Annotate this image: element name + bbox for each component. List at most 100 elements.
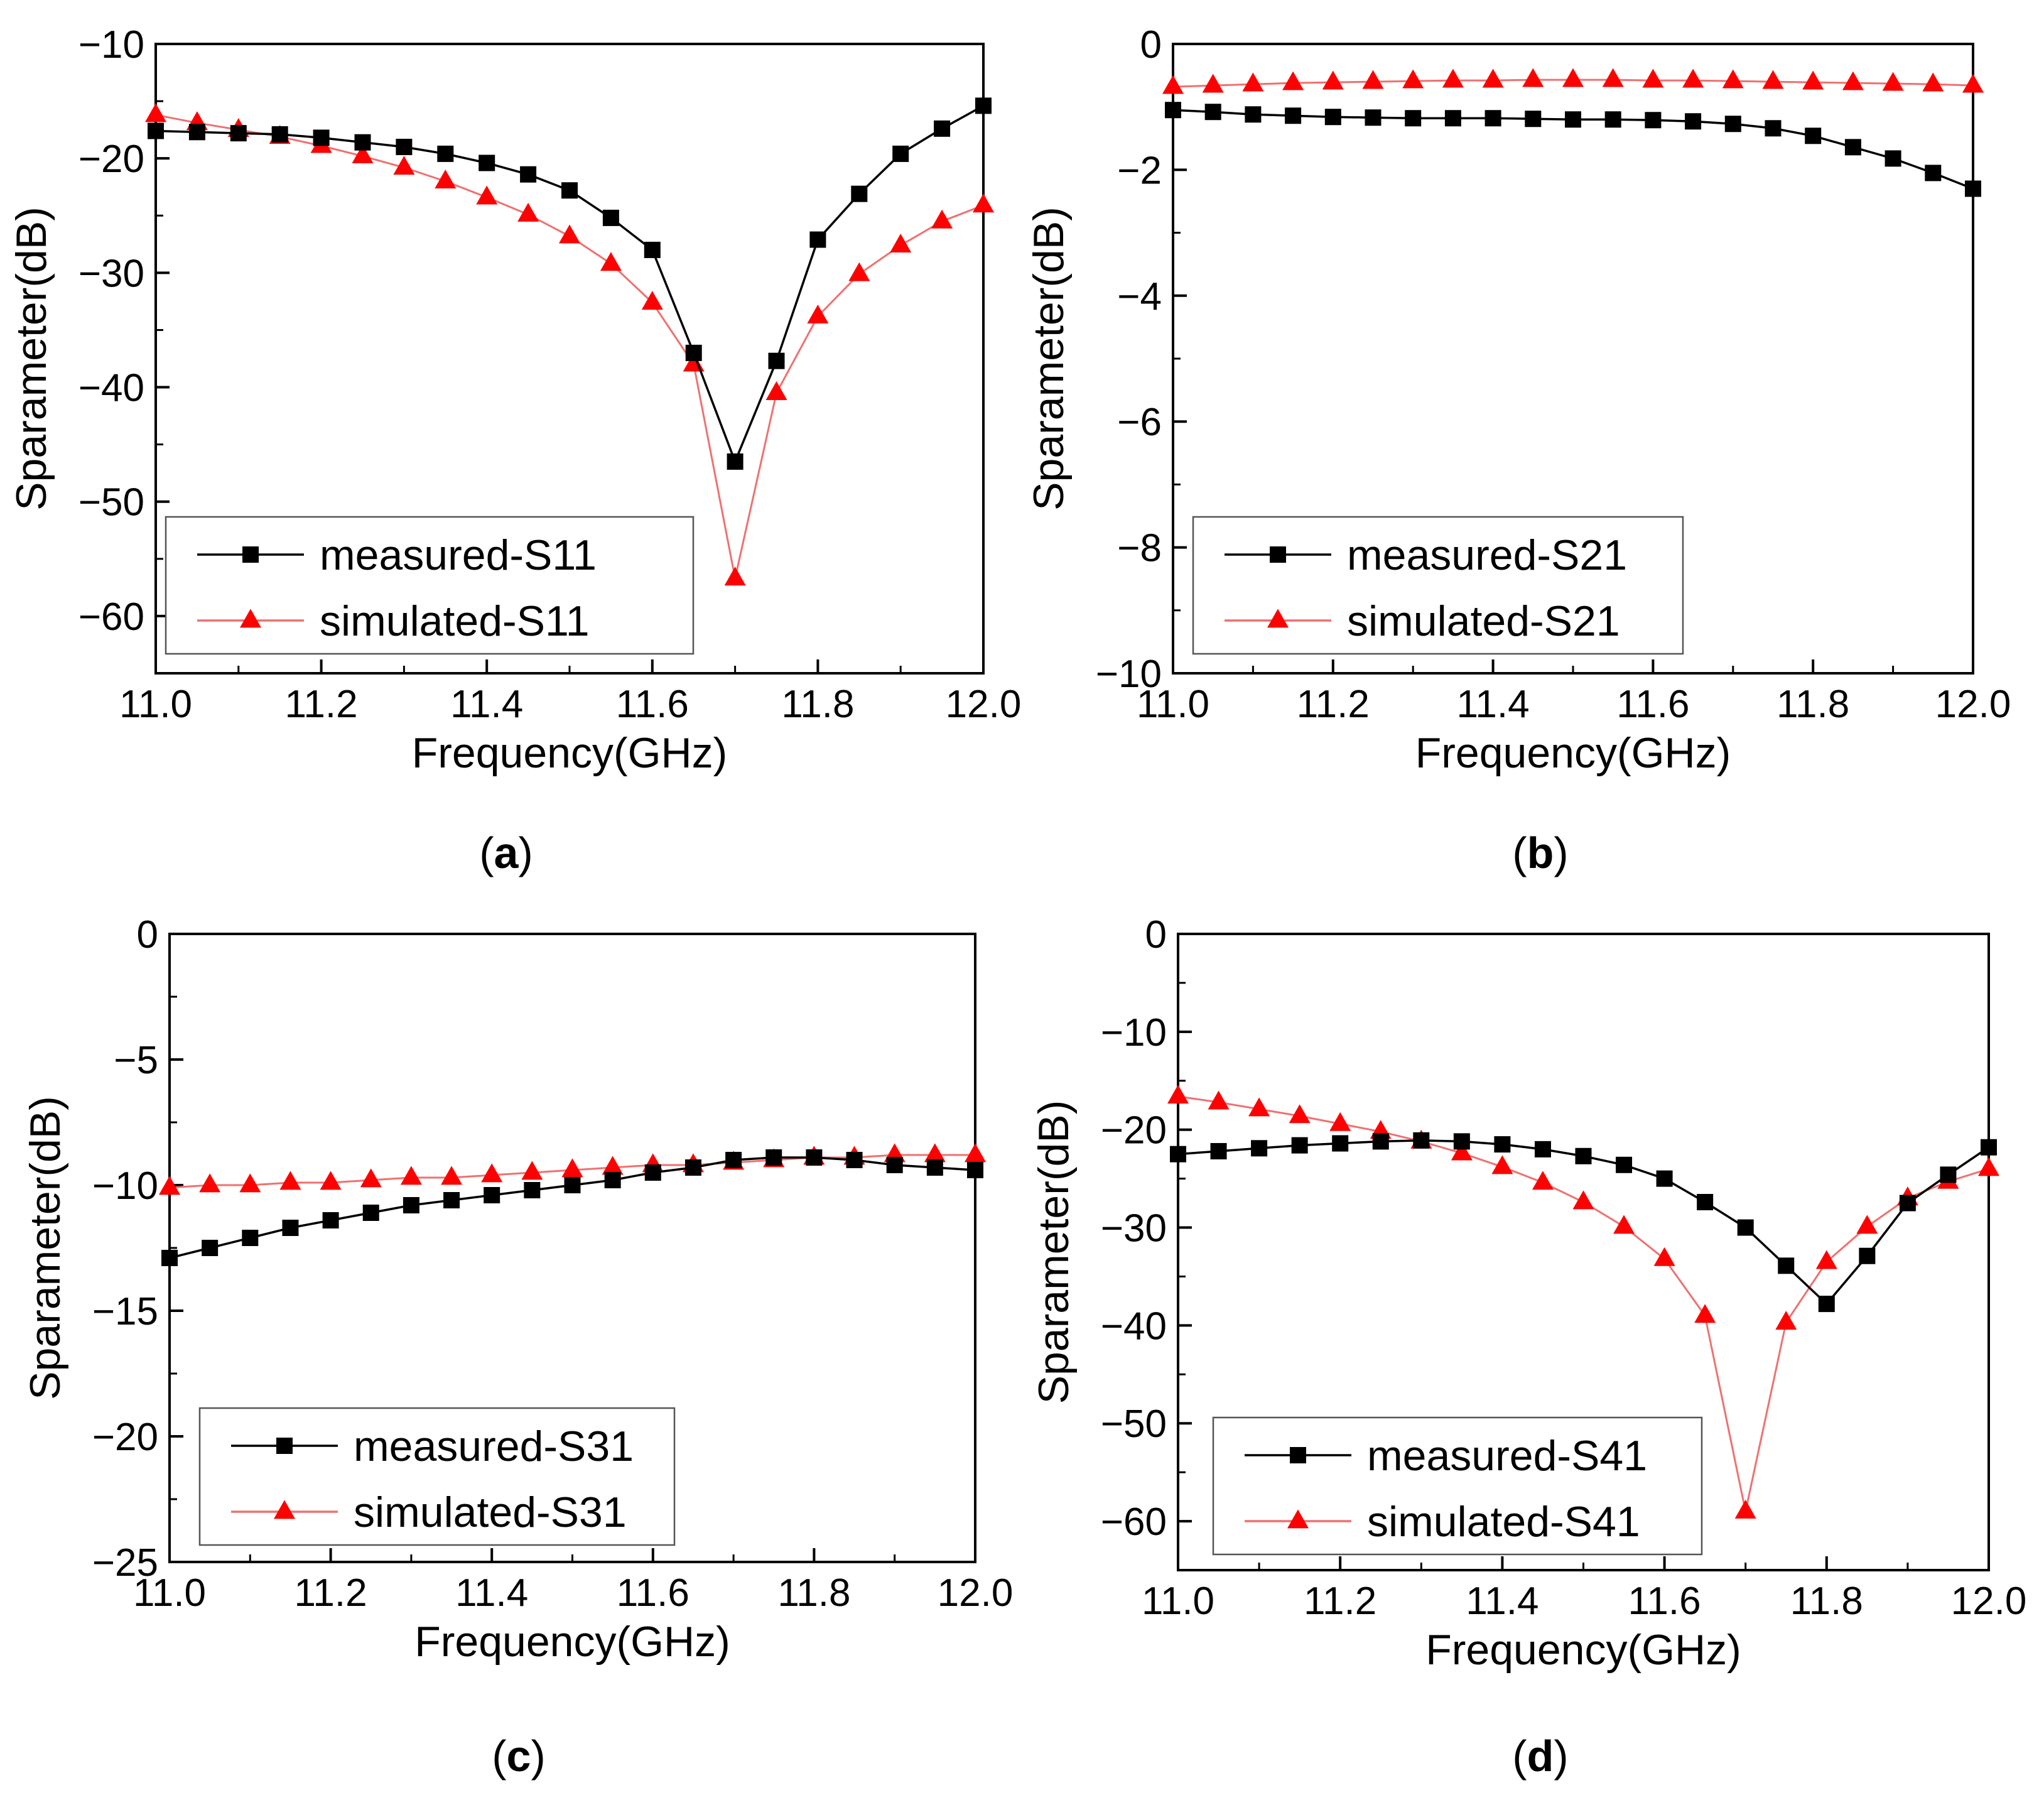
- data-point: [934, 120, 951, 137]
- data-point: [435, 170, 457, 189]
- data-point: [1491, 1155, 1513, 1174]
- data-point: [1322, 70, 1344, 90]
- data-point: [1451, 1141, 1473, 1161]
- x-tick-label: 11.0: [1137, 683, 1209, 726]
- data-point: [1965, 180, 1981, 197]
- legend-label: measured-S41: [1367, 1432, 1647, 1480]
- series-simulated-S21: [1162, 68, 1984, 94]
- data-point: [1291, 1137, 1308, 1154]
- data-point: [1405, 110, 1422, 127]
- data-point: [1289, 1104, 1311, 1124]
- y-tick-label: −8: [1117, 527, 1162, 570]
- x-tick-label: 11.8: [777, 1571, 850, 1615]
- y-tick-label: −40: [78, 367, 144, 410]
- data-point: [561, 1158, 583, 1178]
- legend: measured-S31 simulated-S31: [198, 1407, 676, 1546]
- legend-box: [1192, 516, 1684, 655]
- data-point: [239, 1173, 261, 1193]
- legend-triangle-marker: [274, 1500, 295, 1519]
- data-point: [1324, 109, 1341, 126]
- data-point: [1842, 71, 1864, 90]
- x-tick-label: 12.0: [938, 1571, 1014, 1615]
- legend-label: measured-S21: [1347, 531, 1627, 579]
- data-point: [806, 1149, 823, 1166]
- data-point: [1737, 1219, 1754, 1236]
- data-point: [1925, 165, 1942, 182]
- data-point: [1494, 1136, 1511, 1153]
- x-axis-label: Frequency(GHz): [412, 729, 728, 777]
- legend-label: measured-S11: [320, 531, 597, 579]
- data-point: [1442, 68, 1464, 88]
- data-point: [1525, 111, 1542, 127]
- x-tick-label: 11.4: [455, 1571, 528, 1615]
- data-point: [1844, 139, 1861, 156]
- series-measured-S31: [161, 1149, 983, 1266]
- x-tick-label: 11.6: [1616, 683, 1689, 726]
- data-point: [924, 1143, 946, 1163]
- y-tick-label: −20: [1101, 1109, 1167, 1152]
- data-point: [352, 144, 374, 163]
- chart-panel-d: 11.0 11.2 11.4 11.6 11.8 12.0 0 −10 −20 −30 −40 −50…: [1030, 913, 2026, 1781]
- data-point: [604, 1172, 621, 1188]
- caption-close-paren: ): [531, 1732, 545, 1781]
- data-point: [400, 1166, 422, 1185]
- data-point: [1613, 1215, 1635, 1234]
- legend-box: [165, 516, 695, 655]
- data-point: [1562, 68, 1584, 87]
- data-point: [322, 1212, 339, 1228]
- data-point: [559, 224, 580, 244]
- data-point: [476, 185, 498, 205]
- data-point: [561, 182, 578, 199]
- legend: measured-S41 simulated-S41: [1212, 1416, 1703, 1556]
- x-tick-label: 11.4: [1457, 683, 1530, 726]
- data-point: [443, 1192, 460, 1208]
- legend-triangle-marker: [240, 609, 261, 628]
- data-point: [1642, 68, 1664, 88]
- data-point: [1856, 1215, 1878, 1234]
- data-point: [725, 1152, 742, 1168]
- y-tick-label: −15: [92, 1290, 158, 1333]
- data-point: [1210, 1142, 1227, 1159]
- data-point: [965, 1143, 986, 1163]
- x-tick-label: 11.2: [285, 683, 358, 726]
- data-point: [199, 1173, 221, 1193]
- data-point: [685, 344, 702, 361]
- caption-open-paren: (: [1512, 1732, 1527, 1781]
- data-point: [479, 155, 495, 171]
- data-point: [520, 166, 537, 183]
- x-tick-label: 11.2: [1304, 1580, 1376, 1623]
- caption-letter: a: [494, 828, 519, 877]
- y-tick-label: −5: [114, 1039, 158, 1082]
- data-point: [1778, 1257, 1795, 1274]
- legend-label: simulated-S41: [1367, 1498, 1640, 1546]
- data-point: [1981, 1139, 1997, 1156]
- data-point: [521, 1161, 543, 1180]
- data-point: [1365, 109, 1382, 126]
- y-tick-label: −10: [92, 1164, 158, 1208]
- data-point: [1575, 1147, 1592, 1164]
- data-point: [765, 1149, 782, 1166]
- data-point: [886, 1157, 903, 1173]
- legend-triangle-marker: [1287, 1509, 1309, 1529]
- y-axis-label: Sparameter(dB): [8, 207, 55, 511]
- y-tick-label: 0: [1145, 913, 1167, 957]
- data-point: [644, 1164, 661, 1181]
- caption-letter: d: [1527, 1732, 1554, 1781]
- data-point: [393, 156, 415, 175]
- data-point: [396, 138, 413, 155]
- x-tick-label: 11.8: [781, 683, 854, 726]
- y-axis-label: Sparameter(dB): [1030, 1100, 1078, 1404]
- y-axis-label: Sparameter(dB): [1025, 207, 1073, 511]
- caption-close-paren: ): [1554, 828, 1568, 877]
- data-point: [1251, 1140, 1268, 1157]
- data-point: [807, 304, 829, 323]
- data-point: [1859, 1247, 1876, 1264]
- series-simulated-S11: [145, 103, 994, 586]
- data-point: [437, 145, 454, 162]
- data-point: [931, 209, 953, 229]
- data-point: [1245, 106, 1262, 123]
- chart-panel-c: 11.0 11.2 11.4 11.6 11.8 12.0 0 −5 −10 −15 −20 −25 F…: [21, 913, 1013, 1781]
- legend-triangle-marker: [1267, 609, 1289, 628]
- x-tick-label: 12.0: [946, 683, 1022, 726]
